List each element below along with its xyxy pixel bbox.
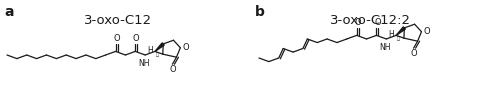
Text: 3-oxo-C12:2: 3-oxo-C12:2 bbox=[330, 14, 410, 27]
Text: O: O bbox=[354, 18, 361, 27]
Text: NH: NH bbox=[138, 59, 150, 68]
Text: O: O bbox=[113, 34, 120, 43]
Text: O: O bbox=[169, 65, 176, 74]
Text: O: O bbox=[424, 27, 430, 36]
Text: O: O bbox=[182, 43, 189, 52]
Text: H: H bbox=[147, 46, 153, 55]
Text: Ⓡ: Ⓡ bbox=[397, 36, 400, 41]
Text: O: O bbox=[133, 34, 140, 43]
Polygon shape bbox=[396, 27, 406, 35]
Text: O: O bbox=[374, 18, 380, 27]
Text: NH: NH bbox=[380, 43, 391, 52]
Text: Ⓡ: Ⓡ bbox=[156, 52, 159, 57]
Text: b: b bbox=[255, 5, 265, 19]
Polygon shape bbox=[155, 43, 164, 51]
Text: 3-oxo-C12: 3-oxo-C12 bbox=[84, 14, 152, 27]
Text: O: O bbox=[410, 49, 417, 58]
Text: H: H bbox=[388, 30, 394, 39]
Text: a: a bbox=[4, 5, 14, 19]
